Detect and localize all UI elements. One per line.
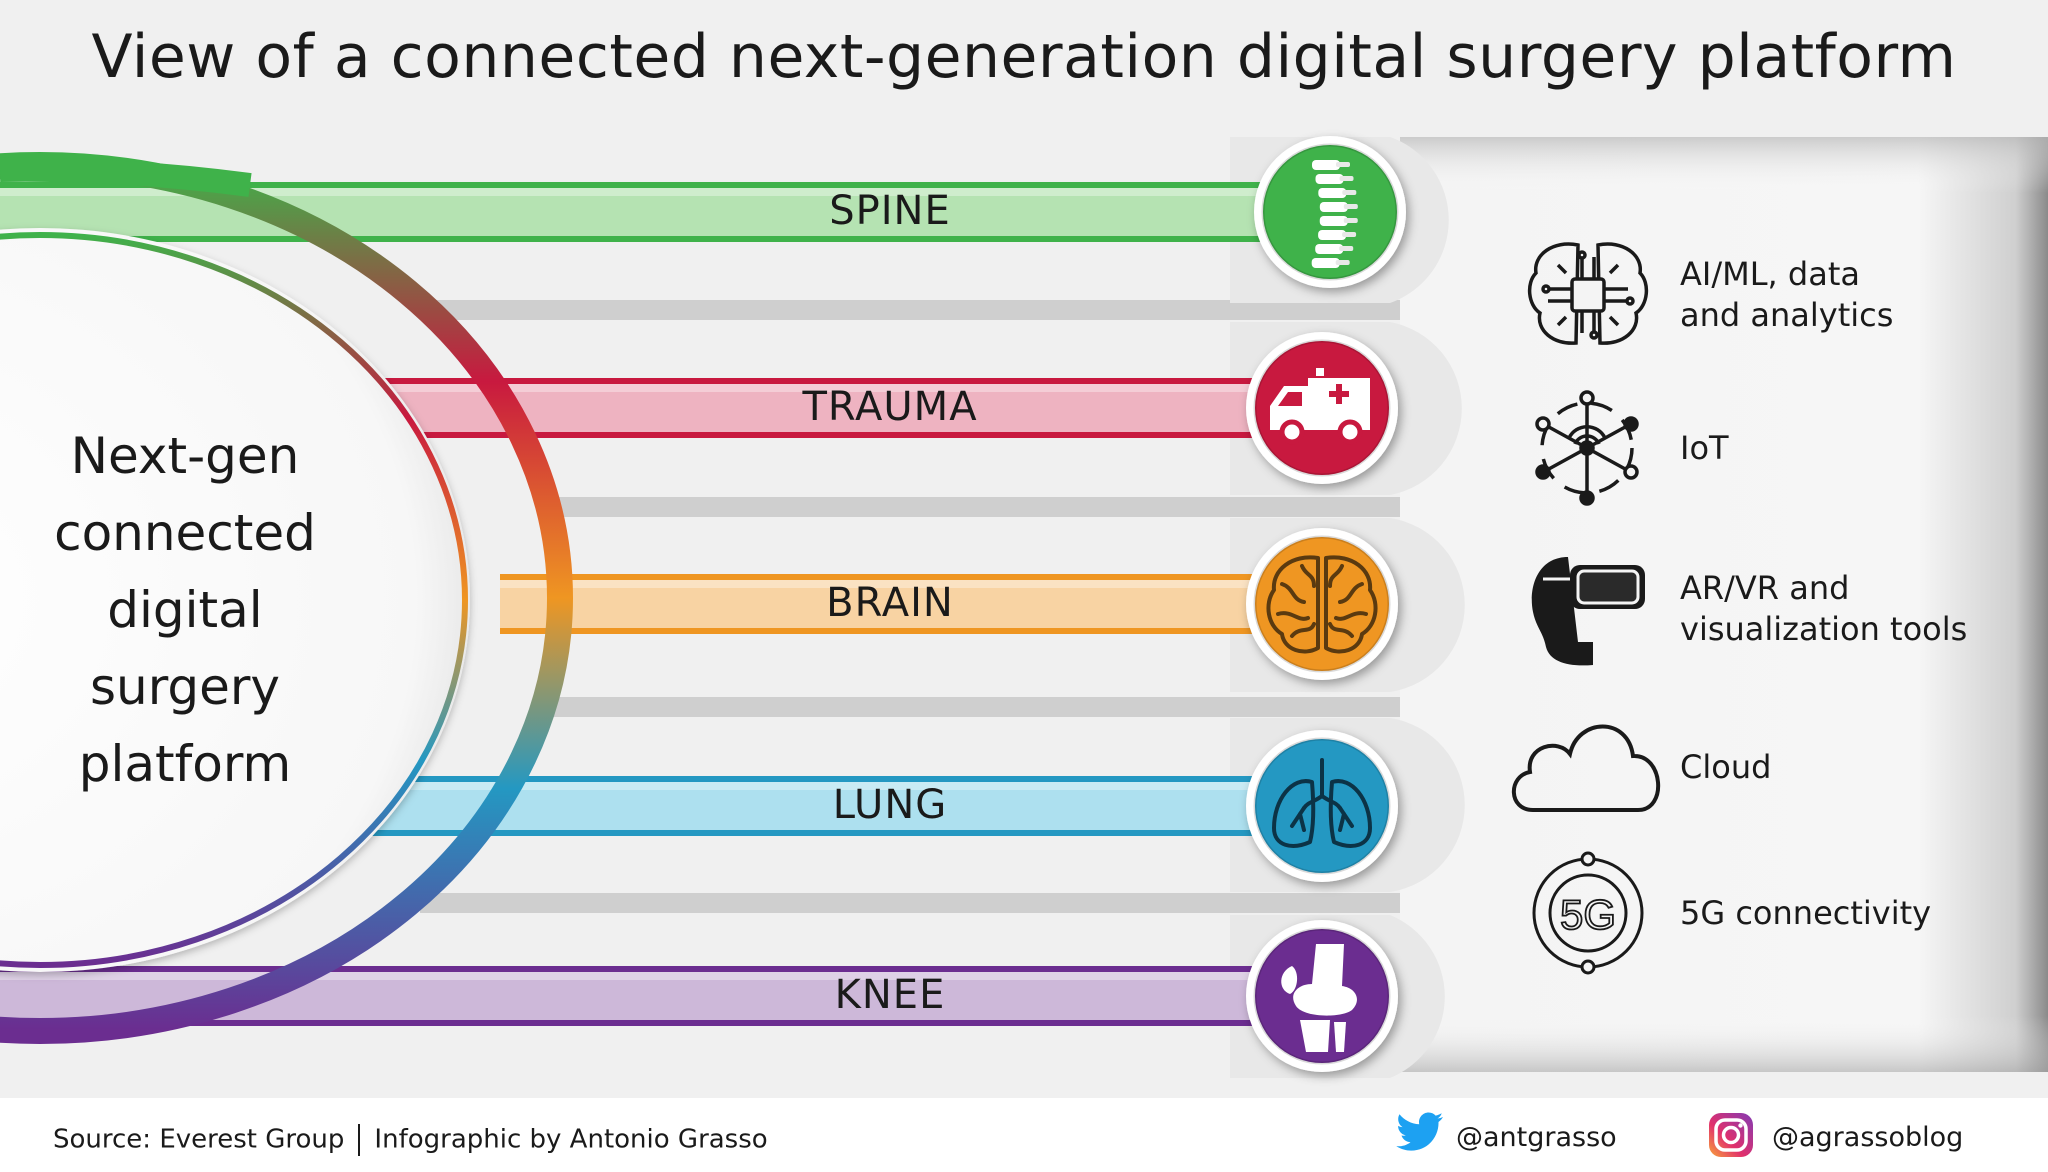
hub-circle — [0, 228, 470, 972]
credit-text: Infographic by Antonio Grasso — [374, 1124, 768, 1155]
knee-joint-icon — [1246, 920, 1398, 1072]
tech-label-arvr: AR/VR and visualization tools — [1680, 569, 1968, 648]
ai-chip-brain-icon — [1527, 242, 1649, 345]
hub-line: surgery — [89, 658, 281, 716]
instagram-handle[interactable]: @agrassoblog — [1772, 1122, 1964, 1153]
5g-glyph: 5G — [1560, 891, 1616, 938]
source-text: Source: Everest Group — [53, 1124, 345, 1155]
tech-label-5g: 5G connectivity — [1680, 894, 1932, 932]
technology-panel — [1400, 137, 2048, 1072]
hub-line: connected — [54, 504, 316, 562]
page-title: View of a connected next-generation digi… — [91, 22, 1957, 92]
band-label-brain: BRAIN — [826, 580, 954, 626]
hub-line: platform — [78, 735, 292, 793]
spine-icon — [1254, 136, 1406, 288]
band-label-spine: SPINE — [829, 188, 951, 234]
inner-ring — [0, 232, 468, 968]
ambulance-icon — [1246, 332, 1398, 484]
hub-line: digital — [107, 581, 263, 639]
twitter-handle[interactable]: @antgrasso — [1456, 1122, 1617, 1153]
band-label-lung: LUNG — [832, 782, 948, 828]
5g-icon: 5G — [1532, 851, 1644, 975]
footer: Source: Everest Group Infographic by Anto… — [0, 1098, 2048, 1172]
brain-icon — [1246, 528, 1398, 680]
cloud-icon — [1511, 724, 1661, 812]
hub-line: Next-gen — [70, 427, 300, 485]
lungs-icon — [1246, 730, 1398, 882]
band-label-trauma: TRAUMA — [802, 384, 978, 430]
footer-divider — [358, 1124, 361, 1156]
hub-label: Next-gen connected digital surgery platf… — [0, 418, 370, 803]
diagram-canvas: 5G — [0, 136, 2048, 1072]
separator-bars — [420, 300, 1400, 913]
instagram-icon[interactable] — [1708, 1112, 1754, 1158]
tech-label-ai: AI/ML, data and analytics — [1680, 255, 1894, 334]
tech-label-cloud: Cloud — [1680, 748, 1772, 786]
footer-credits: Source: Everest Group Infographic by Anto… — [53, 1124, 768, 1156]
iot-network-icon — [1535, 390, 1639, 506]
vr-headset-icon — [1531, 557, 1645, 666]
twitter-icon[interactable] — [1396, 1112, 1444, 1156]
band-label-knee: KNEE — [834, 972, 946, 1018]
ring-tail-top — [0, 157, 252, 197]
band-brain — [500, 574, 1300, 634]
band-spine — [0, 182, 1300, 242]
tech-label-iot: IoT — [1680, 429, 1729, 467]
